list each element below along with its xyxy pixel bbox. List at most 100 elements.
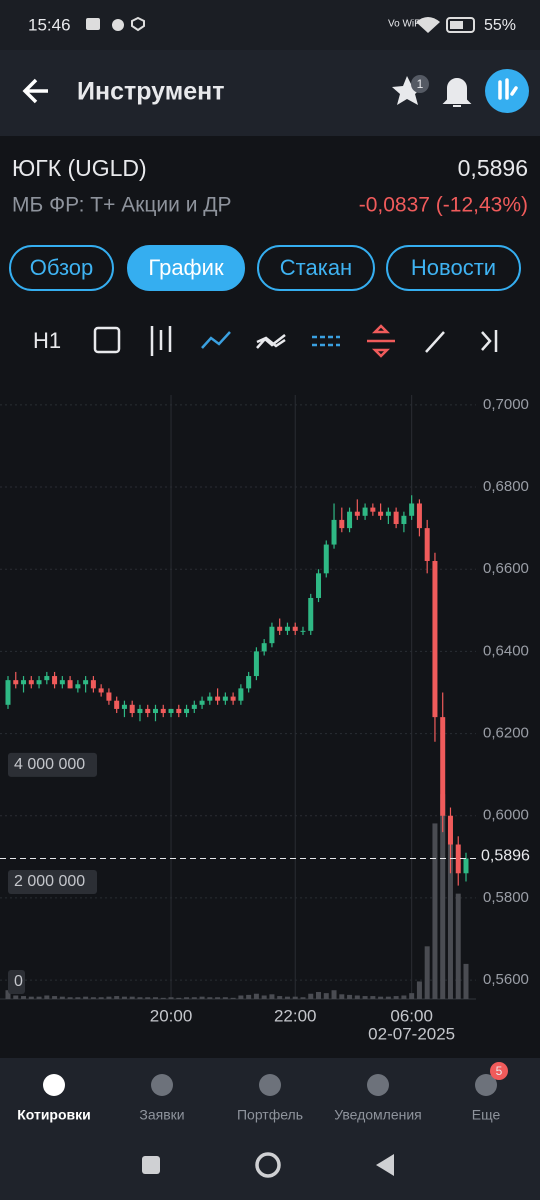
volume-bar [370, 996, 376, 999]
candles-button[interactable] [150, 326, 172, 356]
volume-bar [121, 996, 127, 999]
volume-bar [339, 994, 345, 999]
y2-tick-box [8, 752, 97, 777]
volume-bar [21, 996, 27, 999]
range-button[interactable] [367, 324, 395, 358]
tab[interactable] [127, 245, 245, 291]
last-price-label: 0,5896 [481, 848, 530, 865]
nav-icon[interactable] [475, 1074, 497, 1096]
tab[interactable] [386, 245, 521, 291]
volume-bar [59, 996, 65, 999]
compare-button[interactable] [256, 334, 286, 349]
volume-bar [362, 996, 368, 999]
volume-bar [354, 995, 360, 999]
candle-body [176, 708, 182, 714]
battery-icon [446, 17, 475, 33]
nav-label: Уведомления [334, 1107, 422, 1123]
candle-body [253, 651, 259, 677]
tab-label: Новости [411, 255, 496, 280]
candle-body [447, 815, 453, 845]
tab[interactable] [9, 245, 114, 291]
candle-body [432, 560, 438, 718]
y-tick-label: 0,6000 [483, 807, 529, 824]
candle-body [67, 680, 73, 689]
candle-body [5, 680, 11, 705]
candle-body [316, 573, 322, 598]
candle-body [246, 676, 252, 689]
candle-body [121, 704, 127, 709]
favorite-button[interactable] [392, 76, 423, 105]
volume-bar [253, 993, 259, 999]
volume-bar [160, 997, 166, 999]
candle-body [261, 643, 267, 652]
volume-bar [114, 996, 120, 999]
candle-body [106, 692, 112, 701]
volume-bar [137, 997, 143, 999]
volume-bar [447, 829, 453, 999]
nav-icon[interactable] [367, 1074, 389, 1096]
volume-bar [323, 993, 329, 999]
nav-badge-count: 5 [496, 1064, 503, 1078]
volume-bar [269, 994, 275, 999]
volume-bar [409, 993, 415, 999]
notifications-button[interactable] [442, 78, 472, 107]
volume-bar [292, 996, 298, 999]
tab-label: Стакан [280, 255, 352, 280]
recent-apps-button[interactable] [142, 1156, 160, 1174]
candle-body [230, 696, 236, 701]
candle-body [36, 680, 42, 685]
y2-tick-label: 4 000 000 [14, 756, 85, 773]
tab[interactable] [257, 245, 375, 291]
candle-body [28, 680, 34, 685]
candle-body [199, 700, 205, 705]
candle-body [145, 708, 151, 714]
candle-body [354, 511, 360, 516]
nav-icon[interactable] [151, 1074, 173, 1096]
nav-icon[interactable] [43, 1074, 65, 1096]
interval-button[interactable]: H1 [33, 328, 61, 353]
home-button[interactable] [255, 1152, 281, 1178]
date-label: 02-07-2025 [368, 1024, 455, 1043]
volume-bar [5, 990, 11, 999]
volume-bar [222, 997, 228, 999]
candle-body [401, 515, 407, 525]
system-back-button[interactable] [376, 1154, 394, 1176]
y-tick-label: 0,7000 [483, 396, 529, 413]
volume-bar [416, 981, 422, 999]
indicators-button[interactable] [201, 331, 231, 349]
volume-bar [44, 995, 50, 999]
volume-bar [184, 997, 190, 999]
candle-body [269, 626, 275, 644]
volume-bar [308, 993, 314, 999]
volume-bar [83, 996, 89, 999]
nav-badge [490, 1062, 508, 1080]
volume-bar [215, 997, 221, 999]
volume-bar [455, 893, 461, 999]
nav-label: Еще [472, 1107, 501, 1123]
candle-body [59, 680, 65, 685]
volume-bar [246, 994, 252, 999]
end-button[interactable] [481, 330, 498, 352]
levels-button[interactable] [312, 335, 340, 347]
calendar-button[interactable] [93, 326, 121, 354]
candle-body [409, 503, 415, 516]
candle-body [292, 626, 298, 631]
back-button[interactable] [22, 78, 48, 104]
nav-icon[interactable] [259, 1074, 281, 1096]
volume-bar [331, 990, 337, 999]
candle-body [238, 688, 244, 701]
candle-body [308, 597, 314, 631]
volume-bar [316, 991, 322, 999]
volume-bar [284, 996, 290, 999]
nav-label: Заявки [139, 1107, 184, 1123]
status-network: Vo WiFi [388, 19, 422, 30]
candle-body [75, 684, 81, 689]
volume-bar [28, 996, 34, 999]
shield-icon [131, 16, 145, 32]
candle-body [463, 858, 469, 874]
chart: 0,5600 0,5800 0,6000 0,6200 0,6400 0,6600 0,68… [0, 395, 530, 1043]
draw-button[interactable] [425, 331, 445, 353]
